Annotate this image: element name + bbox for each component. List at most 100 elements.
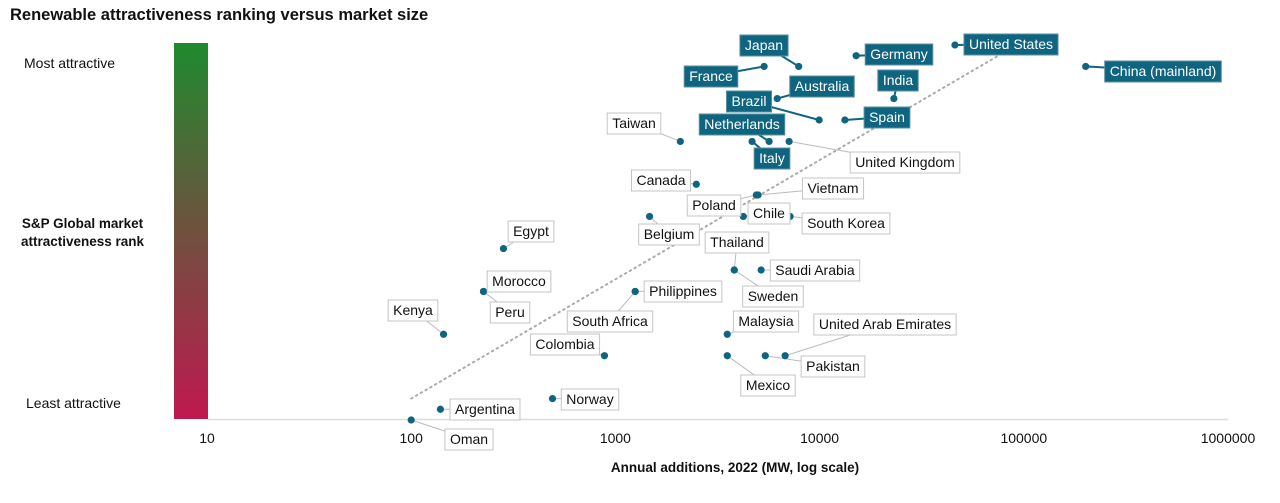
label-united-kingdom: United Kingdom: [849, 151, 961, 174]
label-box: [864, 43, 934, 66]
point-label: Pakistan: [806, 358, 860, 374]
label-malaysia: Malaysia: [732, 310, 800, 333]
label-box: [739, 34, 789, 57]
label-morocco: Morocco: [486, 270, 552, 293]
data-point-argentina: [436, 405, 445, 413]
data-point-china-mainland: [1082, 62, 1090, 71]
data-point-netherlands: [765, 137, 773, 146]
point-label: Mexico: [746, 377, 791, 393]
data-point-japan: [795, 62, 803, 71]
point-label: Japan: [745, 37, 783, 53]
point-label: Belgium: [644, 226, 695, 242]
label-india: India: [877, 69, 919, 92]
data-point-germany: [852, 52, 860, 60]
label-box: [800, 355, 866, 378]
data-point-united-kingdom: [785, 137, 793, 146]
data-point-saudi-arabia: [757, 266, 765, 274]
point-label: South Korea: [807, 215, 885, 231]
data-point-peru: [479, 287, 488, 296]
label-box: [486, 270, 552, 293]
data-point-norway: [548, 394, 557, 403]
label-box: [753, 147, 791, 170]
label-egypt: Egypt: [507, 220, 555, 243]
label-box: [444, 428, 494, 451]
y-top-label: Most attractive: [24, 55, 116, 71]
data-point-oman: [407, 416, 415, 424]
data-point-france: [760, 62, 768, 71]
point-label: Norway: [566, 391, 613, 407]
point-label: Poland: [692, 197, 736, 213]
point-label: South Africa: [572, 313, 648, 329]
label-box: [863, 106, 911, 129]
point-label: Canada: [636, 172, 685, 188]
data-point-italy: [748, 137, 756, 146]
label-netherlands: Netherlands: [698, 113, 786, 136]
point-label: United Kingdom: [855, 154, 955, 170]
point-label: Brazil: [731, 93, 766, 109]
point-label: Argentina: [455, 401, 515, 417]
label-mexico: Mexico: [740, 374, 796, 397]
label-kenya: Kenya: [387, 299, 439, 322]
data-point-south-africa: [631, 287, 639, 296]
data-point-malaysia: [723, 330, 731, 338]
label-box: [449, 398, 521, 421]
x-axis-label: Annual additions, 2022 (MW, log scale): [610, 460, 860, 475]
point-label: Philippines: [649, 283, 717, 299]
y-bottom-label: Least attractive: [26, 395, 121, 411]
point-label: Thailand: [710, 234, 764, 250]
label-box: [801, 177, 865, 200]
label-box: [704, 231, 770, 254]
data-point-colombia: [600, 352, 609, 360]
data-point-united-arab-emirates: [781, 352, 789, 360]
point-label: France: [689, 68, 733, 84]
point-label: Malaysia: [738, 313, 793, 329]
label-colombia: Colombia: [529, 333, 601, 356]
point-label: Peru: [495, 304, 525, 320]
data-point-brazil: [815, 116, 823, 124]
point-label: Taiwan: [612, 115, 656, 131]
label-box: [789, 75, 855, 98]
label-box: [742, 285, 804, 308]
data-point-chile: [739, 212, 747, 221]
label-box: [747, 202, 791, 225]
label-box: [507, 220, 555, 243]
x-tick-label: 10000: [800, 430, 839, 446]
label-box: [566, 310, 654, 333]
label-vietnam: Vietnam: [801, 177, 865, 200]
label-south-korea: South Korea: [801, 212, 891, 235]
point-label: Egypt: [513, 223, 549, 239]
label-box: [686, 194, 742, 217]
point-label: Germany: [870, 46, 928, 62]
label-box: [801, 212, 891, 235]
data-point-india: [890, 94, 898, 103]
label-poland: Poland: [686, 194, 742, 217]
label-box: [740, 374, 796, 397]
label-box: [560, 388, 620, 411]
label-belgium: Belgium: [638, 223, 700, 246]
data-point-canada: [692, 180, 700, 188]
point-label: Morocco: [492, 273, 546, 289]
point-label: Kenya: [393, 302, 433, 318]
label-japan: Japan: [739, 34, 789, 57]
label-box: [963, 33, 1059, 56]
point-label: Netherlands: [704, 116, 780, 132]
point-label: United Arab Emirates: [819, 316, 951, 332]
label-south-africa: South Africa: [566, 310, 654, 333]
label-argentina: Argentina: [449, 398, 521, 421]
label-taiwan: Taiwan: [606, 112, 662, 135]
label-box: [529, 333, 601, 356]
data-point-belgium: [645, 212, 654, 221]
point-label: Italy: [759, 150, 785, 166]
data-point-taiwan: [676, 137, 684, 146]
label-saudi-arabia: Saudi Arabia: [769, 259, 861, 282]
label-united-arab-emirates: United Arab Emirates: [813, 313, 957, 336]
label-norway: Norway: [560, 388, 620, 411]
label-box: [698, 113, 786, 136]
label-box: [683, 65, 739, 88]
label-box: [1104, 60, 1222, 83]
data-point-sweden: [730, 266, 738, 274]
label-box: [643, 280, 723, 303]
x-tick-label: 1000000: [1201, 430, 1256, 446]
point-label: India: [883, 72, 914, 88]
